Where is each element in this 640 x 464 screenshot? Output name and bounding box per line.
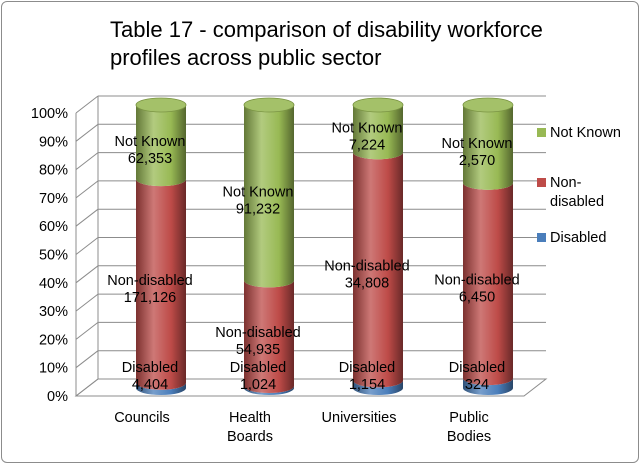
data-label-non-disabled: Non-disabled 6,450	[434, 273, 519, 306]
bar-segment-non-disabled	[463, 182, 513, 386]
bar-group-0	[135, 97, 187, 395]
gridline-side	[75, 95, 99, 114]
legend-entry: Non-disabled	[550, 175, 604, 210]
legend-entry: Not Known	[550, 125, 621, 141]
y-tick-label: 80%	[39, 163, 68, 179]
bar-segment-non-disabled	[353, 152, 403, 388]
data-label-disabled: Disabled 4,404	[122, 360, 178, 393]
bar-segment-not-known	[353, 105, 403, 160]
chart-title: Table 17 - comparison of disability work…	[110, 17, 543, 70]
data-label-disabled: Disabled 1,024	[230, 360, 286, 393]
data-label-not-known: Not Known 62,353	[115, 134, 186, 167]
data-label-not-known: Not Known 2,570	[442, 136, 513, 169]
bar-top-cap	[243, 97, 295, 113]
gridline-side	[75, 265, 99, 284]
bar-group-1	[243, 97, 295, 395]
y-tick-label: 70%	[39, 191, 68, 207]
bar-top-cap	[352, 97, 404, 113]
gridline-side	[75, 208, 99, 227]
data-label-non-disabled: Non-disabled 171,126	[107, 273, 192, 306]
x-tick-label: Health Boards	[227, 410, 273, 445]
y-tick-label: 30%	[39, 304, 68, 320]
x-tick-label: Universities	[322, 410, 397, 426]
y-tick-label: 20%	[39, 332, 68, 348]
gridline-side	[75, 180, 99, 199]
bar-segment-disabled	[136, 382, 186, 395]
x-tick-label: Public Bodies	[447, 410, 491, 445]
data-label-non-disabled: Non-disabled 54,935	[215, 325, 300, 358]
bar-group-3	[462, 97, 514, 395]
legend-swatch	[537, 233, 546, 242]
x-tick-label: Councils	[114, 410, 170, 426]
data-label-not-known: Not Known 91,232	[223, 185, 294, 218]
legend-swatch	[537, 128, 546, 137]
legend-entry: Disabled	[550, 230, 606, 246]
data-label-disabled: Disabled 324	[449, 360, 505, 393]
bar-segment-not-known	[463, 105, 513, 190]
bar-segment-not-known	[136, 105, 186, 187]
gridline-side	[75, 322, 99, 340]
gridline-side	[75, 237, 99, 255]
gridline-side	[75, 350, 99, 369]
bar-segment-non-disabled	[136, 179, 186, 390]
y-tick-label: 40%	[39, 276, 68, 292]
bar-group-2	[352, 97, 404, 395]
y-tick-label: 10%	[39, 361, 68, 377]
bar-segment-not-known	[244, 105, 294, 288]
y-tick-label: 90%	[39, 134, 68, 150]
y-tick-label: 60%	[39, 219, 68, 235]
bar-segment-disabled	[463, 378, 513, 395]
y-tick-label: 0%	[47, 389, 68, 405]
data-label-disabled: Disabled 1,154	[339, 360, 395, 393]
legend-swatch	[537, 178, 546, 187]
bar-top-cap	[462, 97, 514, 113]
gridline-side	[75, 152, 99, 170]
bar-segment-disabled	[244, 386, 294, 395]
data-label-non-disabled: Non-disabled 34,808	[324, 258, 409, 291]
gridline-side	[75, 123, 99, 142]
gridline-side	[75, 293, 99, 312]
y-tick-label: 50%	[39, 248, 68, 264]
data-label-not-known: Not Known 7,224	[332, 121, 403, 154]
y-tick-label: 100%	[31, 106, 68, 122]
bar-top-cap	[135, 97, 187, 113]
chart-floor	[74, 378, 548, 397]
bar-segment-disabled	[353, 380, 403, 395]
bar-segment-non-disabled	[244, 280, 294, 394]
